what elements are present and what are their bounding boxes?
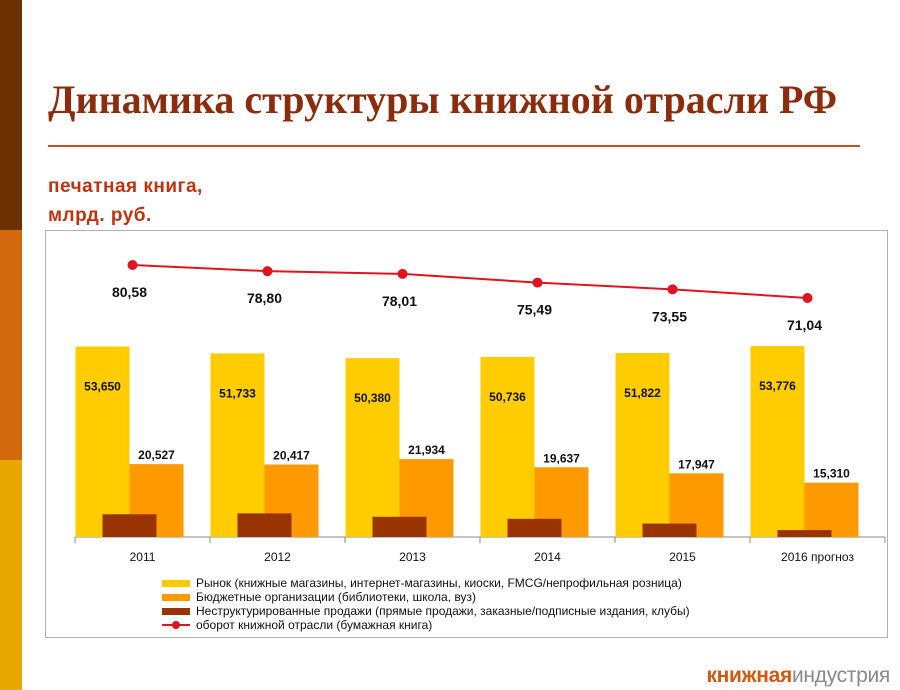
label-turnover: 78,01	[382, 293, 417, 309]
units-subtitle: печатная книга, млрд. руб.	[48, 172, 308, 230]
bar-unstructured	[372, 516, 427, 537]
title-underline	[48, 145, 860, 147]
legend-swatch-unstructured	[162, 607, 190, 615]
turnover-point	[802, 293, 813, 304]
chart-area: 53,650 20,527 2011 51,733 20,417 2012 50,380 21…	[45, 230, 888, 638]
legend-label-market: Рынок (книжные магазины, интернет-магази…	[196, 576, 682, 590]
category-label: 2011	[130, 550, 156, 564]
logo-part-2: индустрия	[791, 664, 890, 687]
turnover-point	[532, 277, 543, 288]
turnover-point	[127, 260, 138, 270]
legend-label-unstructured: Неструктурированные продажи (прямые прод…	[196, 604, 690, 618]
brand-logo: книжнаяиндустрия	[706, 664, 890, 688]
label-turnover: 75,49	[517, 302, 552, 318]
subtitle-line-1: печатная книга,	[48, 176, 203, 197]
bar-unstructured	[237, 513, 292, 537]
bar-unstructured	[642, 523, 697, 537]
legend-swatch-market	[162, 579, 190, 587]
bar-unstructured	[102, 514, 157, 537]
legend-label-turnover: оборот книжной отрасли (бумажная книга)	[196, 618, 433, 632]
subtitle-line-2: млрд. руб.	[48, 205, 152, 226]
label-turnover: 73,55	[652, 308, 687, 324]
label-market: 51,822	[624, 386, 661, 400]
label-market: 53,650	[84, 380, 121, 394]
label-market: 50,736	[489, 390, 526, 404]
legend-item-market: Рынок (книжные магазины, интернет-магази…	[162, 576, 690, 590]
label-budget: 17,947	[678, 457, 715, 471]
turnover-line	[132, 264, 808, 300]
bar-market	[615, 353, 670, 537]
bar-unstructured	[777, 530, 832, 537]
label-budget: 21,934	[408, 443, 445, 457]
category-label: 2014	[534, 550, 561, 564]
category-label: 2013	[399, 550, 426, 564]
chart-svg: 53,650 20,527 2011 51,733 20,417 2012 50,380 21…	[74, 260, 886, 564]
legend: Рынок (книжные магазины, интернет-магази…	[162, 576, 690, 632]
side-strip-top	[0, 0, 22, 230]
turnover-point	[262, 266, 273, 277]
label-budget: 20,417	[273, 449, 310, 463]
category-label: 2015	[669, 550, 696, 564]
legend-swatch-turnover	[162, 620, 190, 630]
bar-budget	[804, 482, 859, 537]
label-turnover: 78,80	[247, 290, 282, 306]
bar-market	[210, 353, 265, 537]
side-strip-middle	[0, 230, 22, 460]
bar-market	[345, 358, 400, 537]
label-budget: 15,310	[813, 467, 850, 481]
legend-label-budget: Бюджетные организации (библиотеки, школа…	[196, 590, 476, 604]
legend-item-turnover: оборот книжной отрасли (бумажная книга)	[162, 618, 690, 632]
bar-market	[480, 356, 535, 537]
label-market: 50,380	[354, 391, 391, 405]
category-label: 2016 прогноз	[781, 550, 854, 564]
label-budget: 19,637	[543, 451, 580, 465]
bar-market	[75, 346, 130, 537]
legend-item-unstructured: Неструктурированные продажи (прямые прод…	[162, 604, 690, 618]
label-turnover: 80,58	[112, 284, 147, 300]
turnover-point	[397, 268, 408, 279]
side-strip-bottom	[0, 460, 22, 690]
page-title: Динамика структуры книжной отрасли РФ	[48, 77, 838, 122]
label-market: 53,776	[759, 379, 796, 393]
legend-swatch-budget	[162, 593, 190, 601]
legend-item-budget: Бюджетные организации (библиотеки, школа…	[162, 590, 690, 604]
category-label: 2012	[264, 550, 291, 564]
turnover-point	[667, 284, 678, 295]
bar-unstructured	[507, 518, 562, 537]
label-turnover: 71,04	[787, 317, 822, 333]
label-market: 51,733	[219, 386, 256, 400]
bar-market	[750, 346, 805, 537]
logo-part-1: книжная	[706, 664, 792, 687]
label-budget: 20,527	[138, 448, 175, 462]
